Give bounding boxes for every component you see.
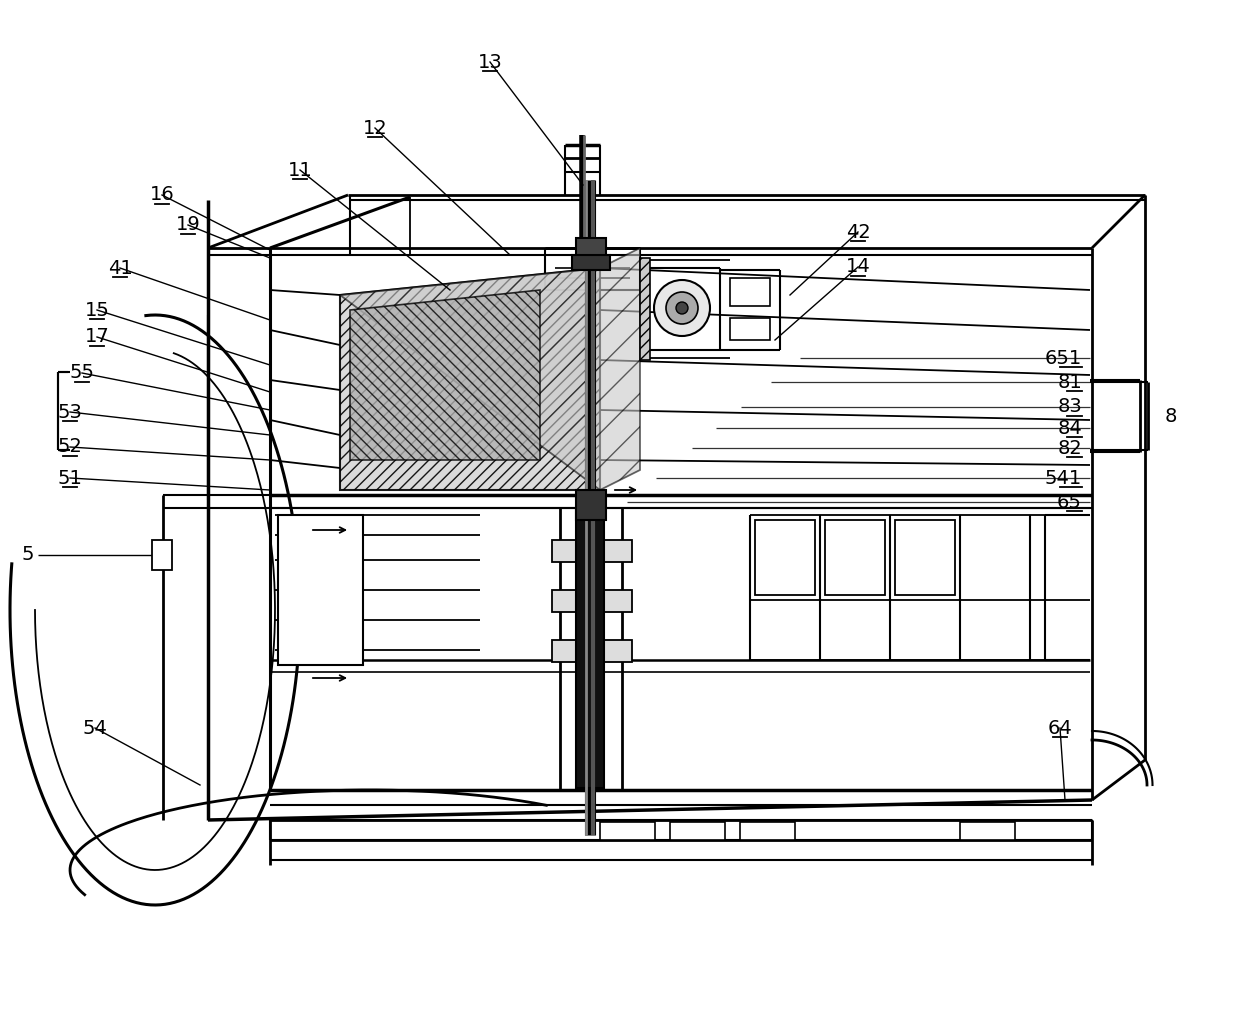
Text: 5: 5 xyxy=(22,546,35,564)
Polygon shape xyxy=(350,290,539,460)
Bar xyxy=(730,278,770,306)
Text: 12: 12 xyxy=(362,118,387,137)
Bar xyxy=(552,540,632,562)
Text: 51: 51 xyxy=(57,469,82,487)
Polygon shape xyxy=(340,268,600,490)
Text: 651: 651 xyxy=(1045,348,1083,368)
Bar xyxy=(577,490,606,520)
Text: 16: 16 xyxy=(150,185,175,205)
Text: 81: 81 xyxy=(1058,373,1083,391)
Bar xyxy=(600,822,655,840)
Bar xyxy=(730,318,770,340)
Bar xyxy=(577,508,604,788)
Text: 64: 64 xyxy=(1048,719,1073,737)
Text: 42: 42 xyxy=(846,222,870,241)
Polygon shape xyxy=(640,258,650,360)
Bar xyxy=(153,540,172,570)
Text: 53: 53 xyxy=(57,403,82,421)
Bar xyxy=(552,590,632,612)
Circle shape xyxy=(666,291,698,324)
Text: 84: 84 xyxy=(1058,418,1083,438)
Bar xyxy=(670,822,725,840)
Bar xyxy=(552,640,632,662)
Bar xyxy=(740,822,795,840)
Text: 13: 13 xyxy=(477,53,502,71)
Bar xyxy=(572,255,610,270)
Text: 14: 14 xyxy=(846,258,870,276)
Circle shape xyxy=(676,302,688,314)
Text: 52: 52 xyxy=(57,438,82,456)
Bar xyxy=(825,520,885,595)
Text: 82: 82 xyxy=(1058,439,1083,457)
Text: 17: 17 xyxy=(84,328,109,346)
Bar xyxy=(960,822,1016,840)
Text: 54: 54 xyxy=(83,719,108,737)
Bar xyxy=(278,515,363,665)
Bar xyxy=(895,520,955,595)
Text: 65: 65 xyxy=(1058,492,1083,512)
Bar xyxy=(577,238,606,266)
Text: 15: 15 xyxy=(84,301,109,319)
Text: 55: 55 xyxy=(69,364,94,382)
Text: 83: 83 xyxy=(1058,398,1083,416)
Text: 41: 41 xyxy=(108,259,133,277)
Text: 19: 19 xyxy=(176,215,201,235)
Bar xyxy=(755,520,815,595)
Circle shape xyxy=(653,280,711,336)
Text: 11: 11 xyxy=(288,161,312,179)
Text: 541: 541 xyxy=(1045,469,1083,487)
Polygon shape xyxy=(340,248,640,490)
Text: 8: 8 xyxy=(1166,407,1177,425)
